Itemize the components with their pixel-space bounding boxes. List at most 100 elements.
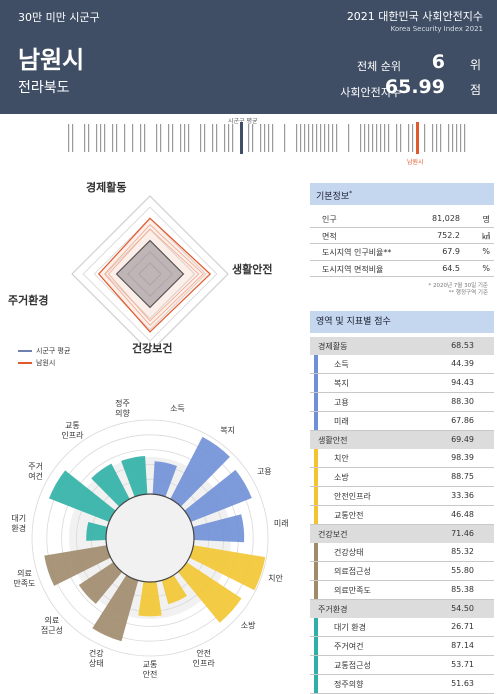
rank-tick (380, 124, 382, 152)
score-indicator-row: 주거여건 87.14 (310, 637, 494, 656)
polar-axis-label: 의료 접근성 (34, 616, 70, 636)
rank-tick (68, 124, 70, 152)
info-value: 752.2 (437, 230, 460, 240)
polar-bar (138, 581, 162, 617)
rank-tick (212, 124, 214, 152)
rank-tick (388, 124, 390, 152)
province-name: 전라북도 (18, 80, 70, 96)
score-indicator-row: 교통안전 46.48 (310, 506, 494, 525)
indicator-label: 대기 환경 (334, 623, 366, 632)
score-indicator-row: 소방 88.75 (310, 468, 494, 487)
index-label: 사회안전지수 (340, 86, 401, 99)
indicator-label: 교통안전 (334, 511, 364, 520)
polar-bar (177, 562, 242, 623)
score-indicator-row: 의료접근성 55.80 (310, 562, 494, 581)
indicator-label: 정주의향 (334, 680, 364, 689)
indicator-label: 소방 (334, 473, 349, 482)
polar-axis-label: 안전 인프라 (186, 649, 222, 669)
legend-label-average: 시군구 평균 (36, 347, 71, 355)
rank-tick (400, 124, 402, 152)
indicator-value: 33.36 (451, 491, 474, 500)
rank-tick (84, 124, 86, 152)
radar-series-city-ring (108, 228, 200, 322)
scores-title: 영역 및 지표별 점수 (310, 311, 494, 333)
polar-bar (170, 436, 230, 507)
indicator-value: 67.86 (451, 416, 474, 425)
category-color-bar (314, 543, 318, 561)
indicator-value: 88.30 (451, 397, 474, 406)
info-label: 도시지역 인구비율** (322, 248, 392, 257)
indicator-label: 의료만족도 (334, 586, 371, 595)
indicator-value: 44.39 (451, 359, 474, 368)
rank-tick (168, 124, 170, 152)
rank-tick (188, 124, 190, 152)
info-value: 64.5 (442, 263, 460, 273)
rank-tick (456, 124, 458, 152)
rank-tick (320, 124, 322, 152)
city-marker (416, 122, 419, 154)
rank-tick (296, 124, 298, 152)
indicator-label: 복지 (334, 379, 349, 388)
category-value: 68.53 (451, 341, 474, 350)
rank-tick (408, 124, 410, 152)
indicator-value: 51.63 (451, 679, 474, 688)
legend-label-city: 남원시 (36, 359, 56, 367)
indicator-label: 치안 (334, 454, 349, 463)
rank-tick (368, 124, 370, 152)
rank-tick (364, 124, 366, 152)
indicator-value: 46.48 (451, 510, 474, 519)
report-title-en: Korea Security Index 2021 (390, 25, 483, 33)
rank-tick (268, 124, 270, 152)
rank-tick (372, 124, 374, 152)
score-category-row: 경제활동 68.53 (310, 337, 494, 355)
rank-value: 6 (431, 51, 445, 73)
polar-bar-chart-svg (31, 419, 269, 657)
rank-tick (332, 124, 334, 152)
radar-grid-ring (82, 206, 218, 342)
indicator-value: 26.71 (451, 622, 474, 631)
city-name: 남원시 (18, 46, 85, 74)
polar-axis-label-line: 접근성 (40, 626, 63, 636)
score-category-row: 생활안전 69.49 (310, 431, 494, 449)
rank-tick (312, 124, 314, 152)
polar-axis-label: 의료 만족도 (6, 569, 42, 589)
polar-bar (184, 469, 252, 522)
radar-legend-average: 시군구 평균 (18, 346, 70, 356)
rank-tick (224, 124, 226, 152)
info-unit: 명 (482, 215, 490, 224)
info-unit: % (482, 263, 490, 273)
basic-info-title: 기본정보* (310, 183, 494, 205)
score-indicator-row: 의료만족도 85.38 (310, 581, 494, 600)
polar-axis-label: 복지 (210, 426, 246, 436)
rank-tick (200, 124, 202, 152)
scores-panel: 영역 및 지표별 점수 경제활동 68.53 소득 44.39 복지 94.43 고용 88.… (310, 311, 494, 694)
polar-axis-label: 미래 (263, 519, 299, 529)
polar-bar (121, 455, 148, 497)
polar-axis-label-line: 인프라 (192, 658, 215, 668)
polar-axis-label-line: 만족도 (13, 578, 36, 588)
rank-tick (204, 124, 206, 152)
radar-grid-ring (138, 262, 162, 286)
radar-series-city (97, 217, 212, 333)
rank-tick (348, 124, 350, 152)
rank-tick (160, 124, 162, 152)
polar-axis-label-line: 인프라 (61, 431, 84, 441)
score-indicator-row: 미래 67.86 (310, 412, 494, 431)
radar-grid-ring (71, 195, 229, 353)
polar-axis-label-line: 주거 (28, 462, 44, 471)
basic-info-title-mark: * (349, 190, 353, 197)
rank-tick (228, 124, 230, 152)
rank-tick (384, 124, 386, 152)
rank-tick (460, 124, 462, 152)
polar-axis-label-line: 여건 (28, 472, 44, 481)
polar-axis-label: 건강 상태 (78, 649, 114, 669)
category-color-bar (314, 581, 318, 599)
polar-axis-label-line: 의료 (44, 616, 60, 626)
polar-bar (86, 521, 108, 541)
polar-bar (49, 470, 116, 522)
rank-label: 전체 순위 (357, 60, 401, 73)
indicator-label: 미래 (334, 417, 349, 426)
category-value: 54.50 (451, 604, 474, 613)
polar-bar (152, 461, 177, 497)
polar-axis-label: 대기 환경 (1, 514, 37, 534)
